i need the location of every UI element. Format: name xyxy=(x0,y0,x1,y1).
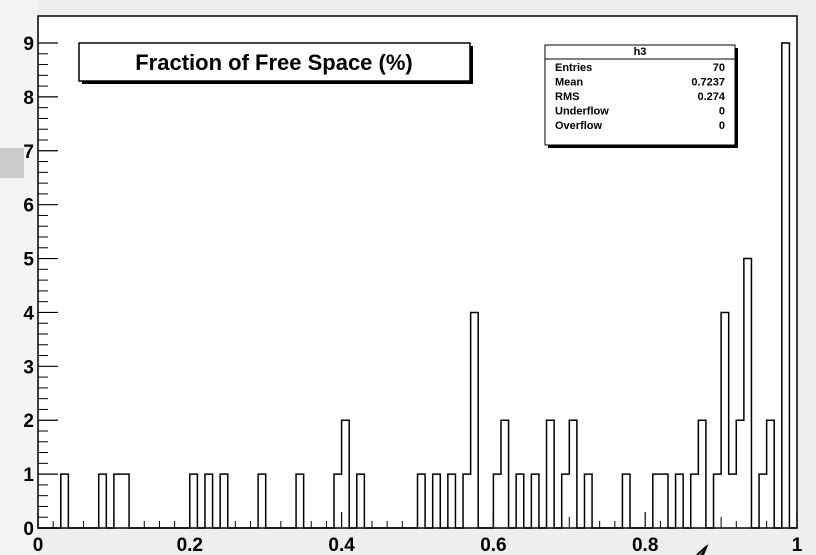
stats-row-label: Entries xyxy=(555,62,592,74)
stats-row-value: 0.7237 xyxy=(691,77,725,89)
y-tick-label: 8 xyxy=(23,88,34,109)
title-box-face xyxy=(78,42,471,82)
plot-frame xyxy=(37,15,798,529)
y-axis-tick-labels: 0 1 2 3 4 5 6 7 8 9 xyxy=(23,34,34,540)
stats-row-value: 70 xyxy=(713,62,725,74)
y-tick-label: 0 xyxy=(23,519,34,540)
stats-row-label: Mean xyxy=(555,77,583,89)
stats-box-rows: Entries 70 Mean 0.7237 RMS 0.274 Underflow 0 Ove… xyxy=(555,62,726,132)
y-axis-ticks xyxy=(38,42,58,529)
x-tick-label: 0 xyxy=(33,535,44,555)
stats-box-name: h3 xyxy=(634,46,647,58)
cursor-arrow-stem xyxy=(696,545,708,555)
stats-box-face xyxy=(544,44,736,146)
cursor-arrow-icon xyxy=(696,543,709,555)
stats-row-label: Overflow xyxy=(555,120,603,132)
x-axis-tick-labels: 0 0.2 0.4 0.6 0.8 1 xyxy=(33,535,803,555)
left-margin-band xyxy=(0,0,37,555)
chart-title: Fraction of Free Space (%) xyxy=(135,50,413,75)
x-tick-label: 0.8 xyxy=(632,535,658,555)
y-tick-label: 1 xyxy=(23,465,34,486)
y-tick-label: 7 xyxy=(23,142,34,163)
y-tick-label: 4 xyxy=(23,303,34,324)
left-margin-patch xyxy=(0,148,24,178)
y-tick-label: 6 xyxy=(23,196,34,217)
x-tick-label: 0.2 xyxy=(177,535,203,555)
y-tick-label: 5 xyxy=(23,250,34,271)
stats-row-label: Underflow xyxy=(555,106,609,118)
x-tick-label: 1 xyxy=(792,535,803,555)
stats-row-value: 0.274 xyxy=(697,91,725,103)
title-box: Fraction of Free Space (%) xyxy=(78,42,473,84)
y-tick-label: 2 xyxy=(23,411,34,432)
stats-row-value: 0 xyxy=(719,106,725,118)
x-tick-label: 0.6 xyxy=(480,535,506,555)
stats-box: h3 Entries 70 Mean 0.7237 RMS 0.274 Underflow 0… xyxy=(544,44,738,148)
stats-row-label: RMS xyxy=(555,91,579,103)
y-tick-label: 3 xyxy=(23,357,34,378)
x-tick-label: 0.4 xyxy=(328,535,355,555)
y-tick-label: 9 xyxy=(23,34,34,55)
stats-row-value: 0 xyxy=(719,120,725,132)
